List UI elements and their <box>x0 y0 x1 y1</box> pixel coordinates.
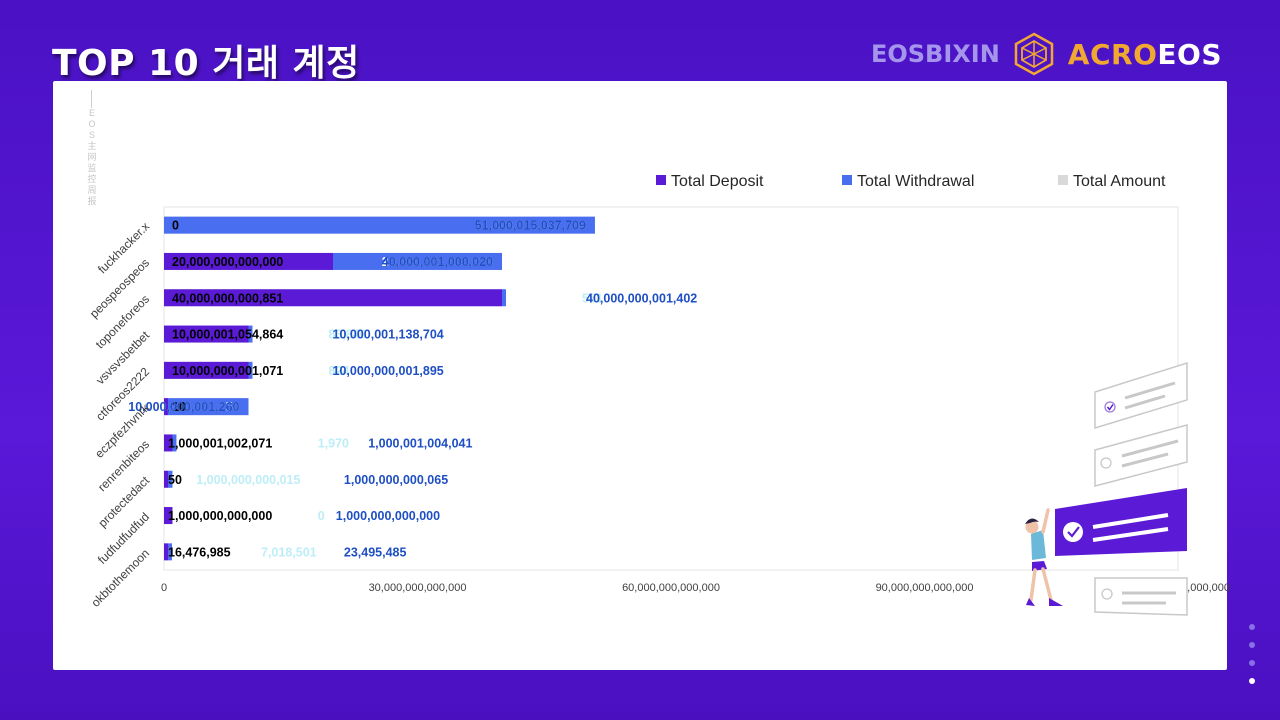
acroeos-logo-icon <box>1014 32 1054 76</box>
page-title: TOP 10 거래 계정 <box>52 43 360 84</box>
person-figure <box>1025 508 1063 606</box>
bar-total-deposit <box>164 325 249 343</box>
legend-label: Total Amount <box>1073 173 1166 190</box>
brand-eos-text: EOS <box>1157 37 1222 71</box>
vertical-watermark: EOS主网监控周报 <box>87 108 97 206</box>
bar-total-deposit <box>164 252 333 270</box>
chart-bars <box>164 216 595 561</box>
legend-label: Total Deposit <box>671 173 764 190</box>
checklist-card-top <box>1094 361 1188 430</box>
illustration <box>1025 361 1188 616</box>
label-deposit: 10,000,000,001,071 <box>172 364 283 378</box>
watermark-rule <box>91 90 92 108</box>
bar-total-deposit <box>164 507 173 525</box>
label-withdrawal: 1,970 <box>318 436 349 450</box>
brand-lockup: EOSBIXIN ACROEOS <box>870 32 1222 76</box>
bar-total-withdrawal <box>248 361 253 379</box>
brand-acro-text: ACRO <box>1067 37 1158 71</box>
label-deposit: 40,000,000,000,851 <box>172 291 283 305</box>
bar-total-withdrawal <box>168 470 173 488</box>
label-total: 10,000,000,001,895 <box>333 364 444 378</box>
x-tick-label: 60,000,000,000,000 <box>622 582 720 594</box>
label-withdrawal: 10,000,000,001,250 <box>128 400 239 414</box>
label-withdrawal: 83,840 <box>329 328 367 342</box>
x-tick-label: 30,000,000,000,000 <box>369 582 467 594</box>
bar-total-deposit <box>164 543 168 561</box>
brand-acroeos: ACROEOS <box>1068 38 1222 71</box>
bar-total-deposit <box>164 434 173 452</box>
chart-category-labels: fuckhacker.xpeospeospeostoponeforeosvsvs… <box>87 219 153 609</box>
bar-total-withdrawal <box>168 543 172 561</box>
label-total: 51,000,015,037,709 <box>475 219 586 233</box>
label-total: 1,000,001,004,041 <box>368 436 472 450</box>
chart-data-labels: 0 51,000,015,037,70951,000,015,037,70920,… <box>128 219 697 560</box>
label-total: 1,000,000,000,065 <box>344 473 448 487</box>
checklist-card-middle <box>1094 424 1188 487</box>
x-tick-label: 90,000,000,000,000 <box>876 582 974 594</box>
label-deposit: 1,000,000,000,000 <box>168 509 272 523</box>
label-deposit: 0 <box>172 219 179 233</box>
label-total: 10,000,000,001,260 <box>128 400 239 414</box>
label-deposit: 16,476,985 <box>168 545 231 559</box>
bar-total-withdrawal <box>502 289 506 307</box>
pagination-dot[interactable] <box>1249 624 1255 630</box>
legend-swatch <box>842 175 852 185</box>
label-withdrawal: 824 <box>329 364 350 378</box>
legend-label: Total Withdrawal <box>857 173 974 190</box>
highlight-card <box>1055 488 1187 556</box>
pagination-dot[interactable] <box>1249 642 1255 648</box>
label-total: 40,000,000,001,402 <box>586 291 697 305</box>
bar-total-withdrawal <box>333 252 502 270</box>
label-withdrawal: 7,018,501 <box>261 545 317 559</box>
chart-x-ticks: 0 30,000,000,000,000 60,000,000,000,000 90,… <box>161 582 1230 594</box>
label-withdrawal: 51,000,015,037,709 <box>475 219 586 233</box>
label-withdrawal: 0 <box>318 509 325 523</box>
label-withdrawal: 20,000,001,000,020 <box>382 255 493 269</box>
x-tick-label: 0 <box>161 582 167 594</box>
legend-swatch <box>1058 175 1068 185</box>
bar-total-deposit <box>164 289 502 307</box>
bar-total-deposit <box>164 470 168 488</box>
legend-swatch <box>656 175 666 185</box>
label-withdrawal: 1,000,000,000,015 <box>196 473 300 487</box>
label-total: 23,495,485 <box>344 545 407 559</box>
label-total: 40,000,001,000,020 <box>382 255 493 269</box>
bar-total-withdrawal <box>164 216 595 234</box>
label-deposit: 50 <box>168 473 182 487</box>
bar-total-withdrawal <box>172 434 177 452</box>
bar-total-withdrawal <box>248 325 253 343</box>
checklist-card-bottom <box>1094 577 1188 616</box>
label-withdrawal: 551 <box>582 291 603 305</box>
label-deposit: 10 <box>172 400 186 414</box>
slide-pagination <box>1249 624 1257 696</box>
pagination-dot[interactable] <box>1249 660 1255 666</box>
bar-total-withdrawal <box>168 398 249 416</box>
label-deposit: 10,000,001,054,864 <box>172 328 283 342</box>
label-total: 1,000,000,000,000 <box>336 509 440 523</box>
label-deposit: 1,000,001,002,071 <box>168 436 272 450</box>
chart-legend: Total Deposit Total Withdrawal Total Amoun… <box>656 173 1166 190</box>
bar-total-deposit <box>164 398 168 416</box>
pagination-dot-active[interactable] <box>1249 678 1255 684</box>
bar-total-deposit <box>164 361 249 379</box>
label-deposit: 20,000,000,000,000 <box>172 255 283 269</box>
label-total: 10,000,001,138,704 <box>333 328 444 342</box>
brand-eosbixin: EOSBIXIN <box>870 40 1000 68</box>
